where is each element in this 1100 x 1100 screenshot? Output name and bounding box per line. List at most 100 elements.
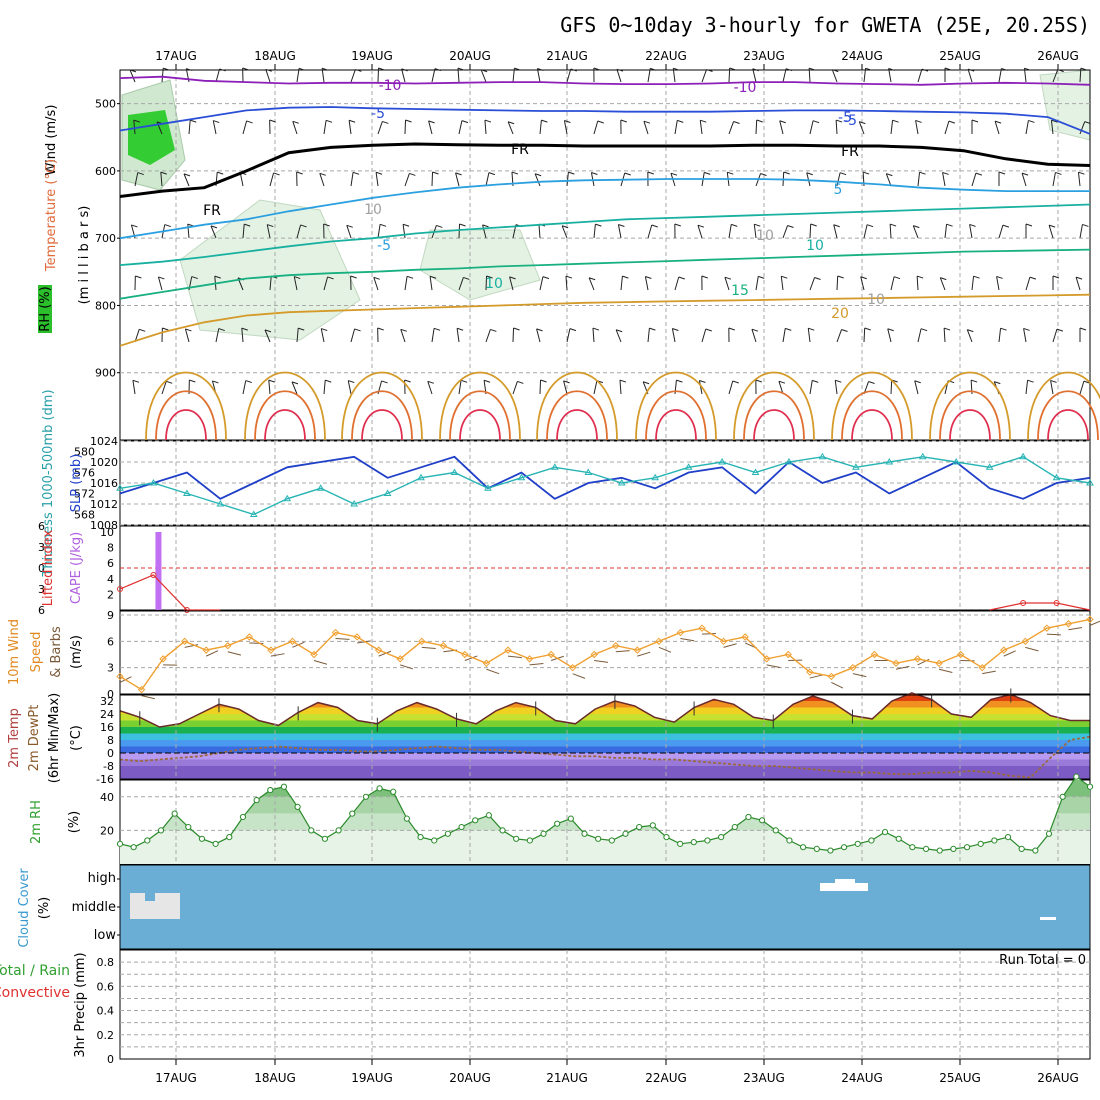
wind-barb-flag bbox=[676, 379, 683, 383]
rh2m-point-16 bbox=[335, 827, 342, 834]
precip-panel: 0 0.2 0.4 0.6 0.8 bbox=[97, 949, 1091, 1066]
wind-barb-flag bbox=[267, 224, 274, 228]
thickness-point-5 bbox=[283, 494, 292, 502]
thick-ytick-568: 568 bbox=[74, 509, 95, 522]
warm-loop bbox=[341, 371, 423, 441]
wind-barb bbox=[590, 172, 595, 187]
wind-barb-flag bbox=[615, 329, 623, 333]
thickness-point-8 bbox=[383, 489, 392, 496]
wind-barb bbox=[917, 328, 922, 343]
wind-barb-flag bbox=[298, 67, 306, 71]
wind-barb-flag bbox=[434, 68, 442, 72]
rh2m-point-55 bbox=[868, 837, 875, 844]
wind-barb-flag bbox=[699, 380, 706, 383]
rh2m-point-7 bbox=[212, 840, 219, 847]
wind10-barb-1 bbox=[141, 695, 155, 700]
wind-barb-flag bbox=[1079, 327, 1087, 331]
wind-barb bbox=[485, 276, 488, 291]
lifted-ytick-6: 6 bbox=[38, 604, 45, 617]
wind-barb-flag bbox=[350, 275, 357, 279]
wind-barb-flag bbox=[837, 275, 844, 279]
warm-loop bbox=[459, 409, 501, 441]
rh2m-point-30 bbox=[526, 837, 533, 844]
warm-loop bbox=[165, 409, 207, 441]
cape-lifted-panel: 2 4 6 8 10 6 3 0 3 6 bbox=[38, 520, 1091, 617]
wind-barb-flag bbox=[164, 224, 171, 228]
wind10-barb-22 bbox=[594, 660, 609, 663]
wind-barb-flag bbox=[428, 120, 435, 124]
wind10-barb-14 bbox=[421, 646, 436, 650]
wind10-point-28 bbox=[719, 637, 728, 646]
wind10-barb-24 bbox=[637, 651, 651, 657]
wind10-point-6 bbox=[245, 633, 254, 641]
slp-ytick-1020: 1020 bbox=[90, 456, 118, 469]
wind-barb-flag bbox=[886, 173, 893, 177]
rh2m-point-21 bbox=[403, 815, 411, 822]
wind-barb-flag bbox=[323, 223, 330, 227]
wind-barb-flag bbox=[217, 171, 224, 175]
wind-barb bbox=[782, 225, 789, 239]
wind-barb bbox=[809, 380, 813, 395]
wind-barb bbox=[539, 120, 542, 135]
contour-label-16: 10 bbox=[867, 292, 885, 308]
date-bottom-23AUG: 23AUG bbox=[743, 1071, 785, 1085]
temp-ytick--8: -8 bbox=[103, 760, 114, 773]
wind-barb-flag bbox=[806, 172, 813, 176]
warm-loop bbox=[1037, 390, 1099, 441]
wind-barb-flag bbox=[942, 171, 949, 175]
wind-barb bbox=[809, 277, 816, 291]
wind-barb bbox=[1077, 172, 1081, 187]
thickness-point-12 bbox=[517, 473, 526, 481]
wind-barb bbox=[215, 68, 221, 83]
wind-barb-flag bbox=[940, 277, 947, 281]
thickness-point-21 bbox=[818, 452, 827, 460]
slp-panel-labels: Thickness 1000-500mb (dm) SLP (mb) bbox=[41, 389, 84, 577]
wind-barb-flag bbox=[892, 119, 899, 123]
wind-barb bbox=[1048, 224, 1054, 239]
wind-barb-flag bbox=[597, 120, 604, 124]
thickness-point-23 bbox=[885, 458, 894, 465]
slp-ytick-1024: 1024 bbox=[90, 435, 118, 448]
wind-barb-flag bbox=[1080, 67, 1088, 71]
rh2m-point-15 bbox=[321, 835, 329, 842]
wind-barb bbox=[967, 68, 973, 83]
wind-barb-flag bbox=[588, 277, 596, 281]
wind-barb bbox=[296, 68, 300, 83]
wind-barb-flag bbox=[1075, 276, 1083, 280]
wind-barb-flag bbox=[1078, 171, 1085, 175]
rh2m-point-65 bbox=[1004, 834, 1012, 841]
wind-barb-flag bbox=[1029, 276, 1037, 280]
wind-barb-flag bbox=[781, 275, 788, 279]
wind-barb-flag bbox=[915, 119, 922, 123]
wind-barb-flag bbox=[459, 223, 466, 227]
wind-barb-flag bbox=[405, 119, 412, 123]
wind-barb-flag bbox=[377, 327, 384, 331]
rh2m-point-20 bbox=[390, 788, 397, 795]
wind-barb bbox=[890, 276, 895, 291]
wind-barb-flag bbox=[1052, 275, 1060, 279]
warm-loop bbox=[1027, 371, 1100, 441]
rh2m-point-39 bbox=[649, 822, 656, 829]
rh2m-point-24 bbox=[444, 830, 451, 837]
rh-band-20 bbox=[120, 813, 1090, 831]
cloud-patch-high-top bbox=[835, 879, 855, 884]
thick-ytick-580: 580 bbox=[74, 446, 95, 459]
wind-barb bbox=[241, 328, 244, 343]
wind-barb-flag bbox=[948, 120, 956, 124]
wind-barb bbox=[809, 224, 812, 239]
wind-barb bbox=[914, 380, 919, 395]
precip-ytick-0.6: 0.6 bbox=[97, 980, 115, 993]
wind-barb bbox=[831, 69, 838, 83]
thickness-line bbox=[119, 456, 1091, 516]
wind-barb bbox=[755, 276, 759, 291]
rh2m-point-63 bbox=[977, 840, 984, 847]
rh2m-point-66 bbox=[1018, 845, 1025, 852]
wind-barb bbox=[319, 173, 325, 187]
wind-barb-flag bbox=[868, 381, 875, 385]
rh2m-point-8 bbox=[226, 834, 233, 841]
wind-barb bbox=[863, 328, 866, 343]
wind-barb bbox=[782, 328, 786, 343]
rh2m-point-61 bbox=[950, 845, 957, 852]
wind-barb bbox=[647, 224, 653, 239]
